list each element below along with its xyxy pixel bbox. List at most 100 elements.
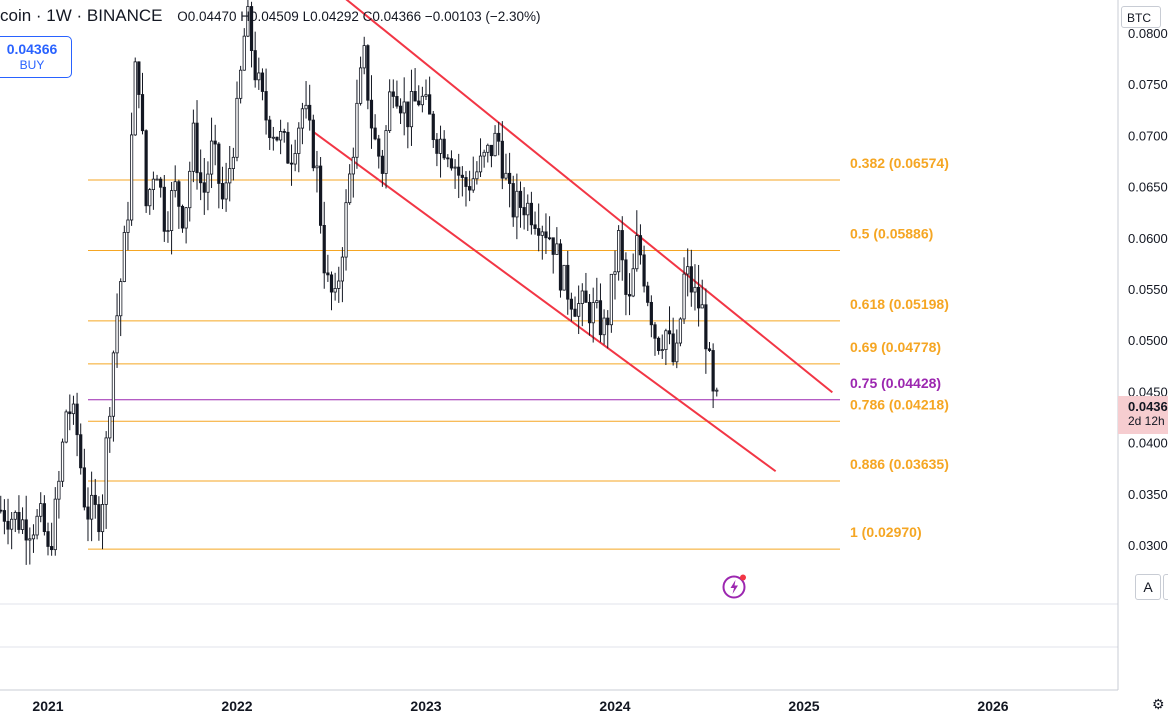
candle-body (438, 138, 443, 154)
candle-body (249, 6, 254, 51)
candle-body (217, 143, 221, 184)
candle-body (209, 140, 214, 175)
y-tick-label: 0.0600 (1128, 231, 1168, 246)
candle-body (388, 91, 392, 132)
candle-body (464, 177, 468, 187)
lightning-bolt-icon[interactable] (721, 573, 747, 599)
candle-body (71, 403, 76, 415)
candle-body (28, 538, 32, 541)
candle-body (402, 101, 406, 114)
candle-body (271, 136, 275, 139)
candle-body (547, 237, 552, 240)
x-tick-label: 2024 (599, 698, 630, 714)
fib-level-label: 0.382 (0.06574) (850, 155, 949, 171)
y-tick-label: 0.0300 (1128, 538, 1168, 553)
candle-body (529, 202, 534, 226)
candle-body (93, 494, 97, 505)
candle-body (682, 273, 686, 320)
buy-button[interactable]: 0.04366 BUY (0, 36, 72, 78)
candle-body (435, 139, 439, 154)
candle-body (613, 271, 617, 275)
candle-body (649, 301, 653, 326)
candle-body (348, 173, 352, 204)
candle-body (449, 158, 454, 169)
candle-body (122, 232, 126, 282)
candle-body (57, 480, 61, 500)
candle-body (591, 302, 595, 324)
candle-body (638, 235, 643, 256)
candle-body (257, 72, 261, 81)
candle-body (700, 304, 704, 309)
candle-body (580, 290, 584, 304)
candle-body (100, 504, 105, 533)
candle-body (24, 519, 28, 541)
candle-body (289, 162, 294, 165)
candle-body (678, 318, 683, 344)
log-scale-button[interactable] (1163, 574, 1168, 600)
candle-body (213, 140, 217, 145)
candle-body (482, 151, 486, 157)
axes: 0.0300 0.0350 0.0400 0.0450 0.0500 0.0550 0.06… (32, 26, 1167, 714)
channel-line (312, 130, 777, 473)
candle-body (184, 207, 188, 229)
candle-body (202, 182, 206, 193)
candlestick-series (0, 0, 719, 565)
auto-scale-button[interactable]: A (1135, 574, 1161, 600)
candle-body (180, 205, 185, 229)
candle-body (635, 235, 639, 270)
candle-body (293, 153, 297, 165)
candle-body (31, 534, 36, 540)
candle-body (268, 119, 272, 138)
candle-body (173, 181, 177, 192)
candle-body (144, 130, 148, 207)
candle-body (104, 437, 108, 505)
fib-retracement[interactable]: 0.382 (0.06574) 0.5 (0.05886) 0.618 (0.051… (88, 155, 949, 550)
x-tick-label: 2025 (788, 698, 819, 714)
candle-body (507, 172, 512, 184)
y-tick-label: 0.0450 (1128, 384, 1168, 399)
chart-grid (0, 0, 1119, 691)
candle-body (631, 268, 635, 297)
candle-body (711, 350, 715, 392)
candle-body (304, 104, 308, 110)
descending-channel[interactable] (312, 0, 833, 473)
candle-body (646, 285, 650, 303)
candle-body (595, 300, 599, 303)
currency-button[interactable]: BTC (1121, 6, 1161, 28)
candle-body (358, 67, 363, 104)
candle-body (653, 324, 657, 339)
candle-body (391, 91, 395, 97)
candle-body (115, 315, 119, 354)
buy-label: BUY (19, 58, 45, 72)
candle-body (97, 504, 101, 533)
candle-body (129, 134, 134, 221)
candle-body (558, 243, 563, 291)
candle-body (704, 304, 708, 350)
candle-body (82, 467, 86, 508)
candle-body (311, 119, 315, 169)
candle-body (6, 520, 10, 530)
candle-body (140, 94, 145, 132)
candle-body (660, 349, 664, 351)
candle-body (242, 35, 246, 71)
x-tick-label: 2026 (977, 698, 1008, 714)
candle-body (86, 506, 90, 520)
candle-body (166, 230, 170, 232)
candle-body (489, 144, 494, 157)
candle-body (515, 190, 519, 218)
fib-level-label: 0.618 (0.05198) (850, 296, 949, 312)
symbol-title[interactable]: coin · 1W · BINANCE (0, 6, 163, 25)
candle-body (17, 511, 21, 530)
x-tick-label: 2022 (221, 698, 252, 714)
candle-body (696, 286, 701, 309)
candle-body (300, 108, 305, 129)
candle-body (540, 231, 544, 236)
candle-body (566, 264, 570, 300)
gear-icon[interactable]: ⚙ (1152, 696, 1165, 712)
candle-body (707, 348, 712, 351)
candle-body (551, 237, 555, 255)
candle-body (264, 91, 268, 121)
buy-price: 0.04366 (6, 41, 58, 57)
candle-body (169, 190, 174, 231)
